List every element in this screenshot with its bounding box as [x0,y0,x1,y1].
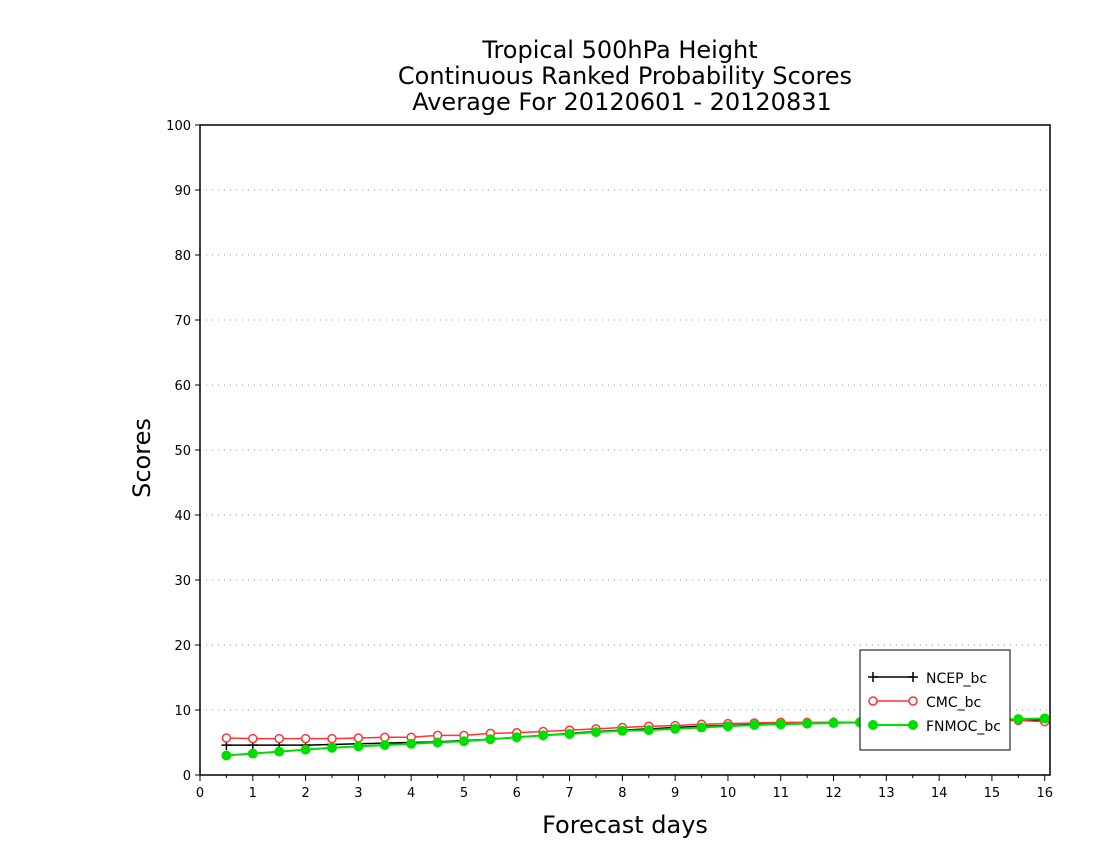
data-point-FNMOC_bc [1013,714,1024,725]
x-tick-label: 8 [618,786,626,801]
data-point-CMC_bc [274,733,284,744]
chart-title: Tropical 500hPa Height Continuous Ranked… [398,36,852,116]
data-point-FNMOC_bc [749,719,760,730]
legend-label: FNMOC_bc [926,719,1001,735]
y-tick-label: 20 [174,639,191,654]
legend-marker [868,720,878,730]
x-tick-label: 14 [931,786,948,801]
data-point-FNMOC_bc [406,738,417,749]
data-point-FNMOC_bc [274,746,285,757]
data-point-FNMOC_bc [802,718,813,729]
x-tick-label: 12 [825,786,842,801]
legend-label: NCEP_bc [926,671,987,687]
data-point-FNMOC_bc [458,736,469,747]
data-point-FNMOC_bc [564,729,575,740]
data-point-FNMOC_bc [538,730,549,741]
y-axis-label: Scores [128,418,156,498]
y-tick-label: 40 [174,509,191,524]
data-point-CMC_bc [221,733,232,743]
data-point-CMC_bc [300,733,311,744]
gridlines [200,189,1050,711]
y-tick-label: 70 [174,314,191,329]
legend-entry-FNMOC_bc: FNMOC_bc [868,719,1001,735]
x-tick-label: 3 [354,786,362,801]
data-point-CMC_bc [327,733,337,744]
y-tick-label: 10 [174,704,191,719]
legend-marker [868,696,878,706]
data-point-FNMOC_bc [828,718,839,728]
x-tick-label: 0 [196,786,204,801]
x-tick-label: 13 [878,786,895,801]
data-point-FNMOC_bc [722,721,733,732]
data-point-FNMOC_bc [590,727,601,738]
title-line-3: Average For 20120601 - 20120831 [412,88,832,116]
x-tick-label: 2 [301,786,309,801]
data-point-FNMOC_bc [696,722,707,733]
legend-entry-CMC_bc: CMC_bc [868,695,981,711]
y-tick-label: 60 [174,379,191,394]
data-point-FNMOC_bc [353,741,364,752]
legend: NCEP_bc CMC_bc FNMOC_bc [859,649,1011,751]
x-tick-label: 9 [671,786,679,801]
y-tick-label: 0 [183,769,191,784]
x-tick-label: 5 [460,786,468,801]
legend-marker [908,720,918,730]
data-point-FNMOC_bc [379,740,390,751]
y-tick-label: 80 [174,249,191,264]
data-point-FNMOC_bc [643,725,654,736]
data-point-FNMOC_bc [247,748,258,759]
legend-marker [908,672,918,682]
data-point-FNMOC_bc [617,725,628,736]
title-line-2: Continuous Ranked Probability Scores [398,62,852,90]
data-point-FNMOC_bc [485,734,496,745]
title-line-1: Tropical 500hPa Height [481,36,757,64]
legend-box [859,649,1011,751]
data-point-FNMOC_bc [432,737,443,748]
y-tick-label: 90 [174,184,191,199]
data-point-CMC_bc [248,733,258,744]
legend-marker [908,696,918,706]
data-point-CMC_bc [353,733,364,743]
y-tick-label: 30 [174,574,191,589]
data-point-FNMOC_bc [1039,713,1050,724]
x-tick-label: 7 [565,786,573,801]
data-point-FNMOC_bc [670,723,681,734]
legend-marker [868,672,878,682]
data-point-FNMOC_bc [775,719,786,730]
x-tick-label: 1 [249,786,257,801]
legend-label: CMC_bc [926,695,981,711]
data-point-FNMOC_bc [326,742,337,753]
x-axis-label: Forecast days [542,811,708,839]
x-tick-label: 11 [772,786,789,801]
data-point-FNMOC_bc [300,744,311,755]
x-tick-label: 4 [407,786,415,801]
x-tick-label: 16 [1036,786,1053,801]
x-tick-label: 15 [984,786,1001,801]
x-tick-label: 6 [513,786,521,801]
legend-entry-NCEP_bc: NCEP_bc [868,671,987,687]
y-tick-label: 100 [166,119,191,134]
data-point-FNMOC_bc [511,732,522,743]
data-point-FNMOC_bc [221,750,232,761]
y-tick-label: 50 [174,444,191,459]
x-tick-label: 10 [720,786,737,801]
